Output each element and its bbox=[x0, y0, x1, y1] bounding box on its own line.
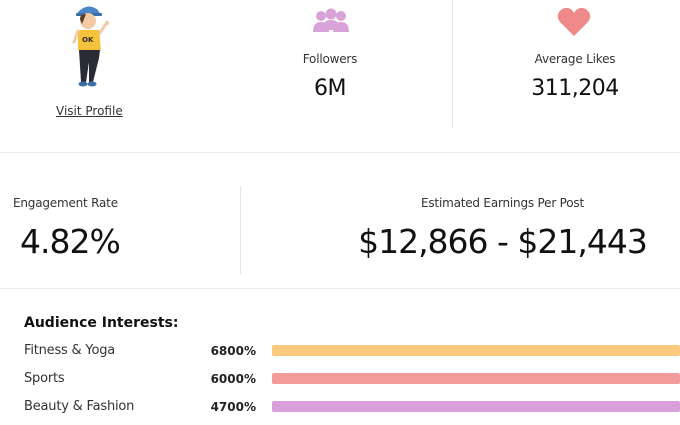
interest-percent: 4700% bbox=[210, 400, 256, 414]
interests-title: Audience Interests: bbox=[24, 315, 179, 331]
followers-label: Followers bbox=[302, 52, 358, 66]
group-icon bbox=[311, 6, 351, 36]
earnings-label: Estimated Earnings Per Post bbox=[421, 196, 584, 210]
earnings-value: $12,866 - $21,443 bbox=[358, 222, 648, 261]
interest-label: Beauty & Fashion bbox=[24, 399, 135, 414]
visit-profile-link[interactable]: Visit Profile bbox=[56, 104, 123, 118]
divider bbox=[452, 0, 453, 128]
interest-percent: 6800% bbox=[210, 344, 256, 358]
heart-icon bbox=[556, 6, 592, 38]
likes-label: Average Likes bbox=[534, 52, 616, 66]
section-divider bbox=[0, 152, 680, 153]
divider bbox=[240, 186, 241, 274]
avatar-illustration: OK bbox=[72, 6, 110, 87]
interest-label: Sports bbox=[24, 371, 65, 386]
interest-percent: 6000% bbox=[210, 372, 256, 386]
section-divider bbox=[0, 288, 680, 289]
interest-bar bbox=[272, 345, 680, 356]
engagement-value: 4.82% bbox=[20, 222, 121, 261]
interest-bar bbox=[272, 401, 680, 412]
likes-value: 311,204 bbox=[531, 76, 619, 101]
interest-bar bbox=[272, 373, 680, 384]
followers-value: 6M bbox=[314, 76, 346, 101]
avatar[interactable]: OK bbox=[66, 2, 116, 94]
interest-label: Fitness & Yoga bbox=[24, 343, 116, 358]
engagement-label: Engagement Rate bbox=[13, 196, 118, 210]
svg-text:OK: OK bbox=[82, 36, 94, 44]
